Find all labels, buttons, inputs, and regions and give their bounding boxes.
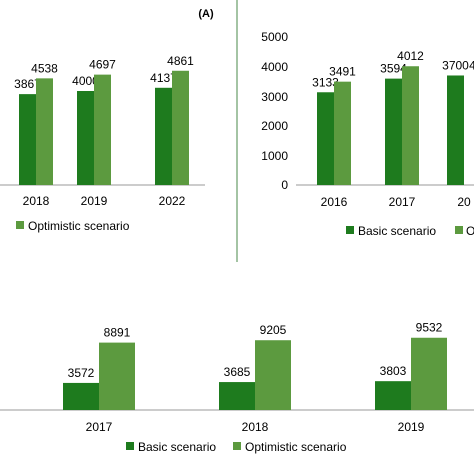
- data-label: 3594: [380, 62, 407, 76]
- bar-optimistic-2017: [99, 342, 135, 410]
- legend-label: Optimistic scenario: [245, 440, 347, 454]
- bar-optimistic-2022: [172, 70, 189, 185]
- legend-label: Basic scenario: [358, 224, 436, 238]
- x-tick-label: 2017: [86, 420, 113, 434]
- bar-basic-2018: [19, 94, 36, 185]
- legend: Basic scenario O: [346, 224, 474, 238]
- legend-swatch: [455, 226, 463, 234]
- bar-optimistic-2018: [36, 78, 53, 185]
- data-label: 3685: [224, 365, 251, 379]
- x-tick-label: 2019: [81, 194, 108, 208]
- x-tick-label: 20: [457, 195, 471, 209]
- y-tick-label: 0: [281, 178, 288, 192]
- data-label: 9532: [416, 321, 443, 335]
- data-label: 9205: [260, 323, 287, 337]
- y-tick-label: 4000: [261, 60, 288, 74]
- data-label: 4697: [89, 58, 116, 72]
- y-axis-ticks: 0 1000 2000 3000 4000 5000: [261, 30, 288, 192]
- panel-label: (A): [198, 8, 214, 20]
- y-tick-label: 2000: [261, 119, 288, 133]
- legend-label: Optimistic scenario: [28, 219, 130, 233]
- bar-optimistic-2016: [334, 81, 351, 185]
- bar-basic-2022: [155, 87, 172, 185]
- y-tick-label: 5000: [261, 30, 288, 44]
- bar-basic-2019: [375, 381, 411, 410]
- data-label: 3867: [14, 77, 41, 91]
- data-label: 3803: [380, 364, 407, 378]
- data-label: 4: [469, 58, 474, 72]
- bar-basic-2017: [385, 78, 402, 185]
- bar-basic-2016: [317, 92, 334, 185]
- x-tick-label: 2019: [398, 420, 425, 434]
- data-label: 4538: [31, 61, 58, 75]
- x-tick-label: 2018: [242, 420, 269, 434]
- data-label: 8891: [104, 326, 131, 340]
- data-label: 3572: [68, 366, 95, 380]
- bar-optimistic-2019: [411, 337, 447, 410]
- bar-basic-2019: [77, 91, 94, 185]
- data-label: 3133: [312, 75, 339, 89]
- legend-swatch: [126, 442, 134, 450]
- legend-swatch: [233, 442, 241, 450]
- legend-label: O: [466, 224, 474, 238]
- x-tick-label: 2022: [159, 194, 186, 208]
- legend: Optimistic scenario: [16, 219, 130, 233]
- bar-basic-2018: [219, 382, 255, 410]
- data-label: 4137: [150, 71, 177, 85]
- bar-optimistic-2019: [94, 74, 111, 185]
- legend-swatch: [16, 221, 24, 229]
- x-tick-label: 2018: [23, 194, 50, 208]
- data-label: 3491: [329, 65, 356, 79]
- data-label: 3700: [442, 58, 469, 72]
- bar-basic-20: [447, 75, 464, 185]
- legend: Basic scenario Optimistic scenario: [126, 440, 347, 454]
- x-tick-label: 2017: [389, 195, 416, 209]
- data-label: 4000: [72, 74, 99, 88]
- data-label: 4012: [397, 49, 424, 63]
- x-tick-label: 2016: [321, 195, 348, 209]
- chart-panel-a: (A) 3867 4538 2018 4000 4697 2019 4137 4861 2022…: [0, 8, 214, 233]
- legend-label: Basic scenario: [138, 440, 216, 454]
- bar-optimistic-2017: [402, 66, 419, 185]
- y-tick-label: 1000: [261, 149, 288, 163]
- y-tick-label: 3000: [261, 90, 288, 104]
- bar-optimistic-2018: [255, 340, 291, 410]
- data-label: 4861: [167, 54, 194, 68]
- bar-basic-2017: [63, 382, 99, 410]
- chart-panel-c: 3572 8891 2017 3685 9205 2018 3803 9532 2019 Bas…: [0, 321, 474, 454]
- legend-swatch: [346, 226, 354, 234]
